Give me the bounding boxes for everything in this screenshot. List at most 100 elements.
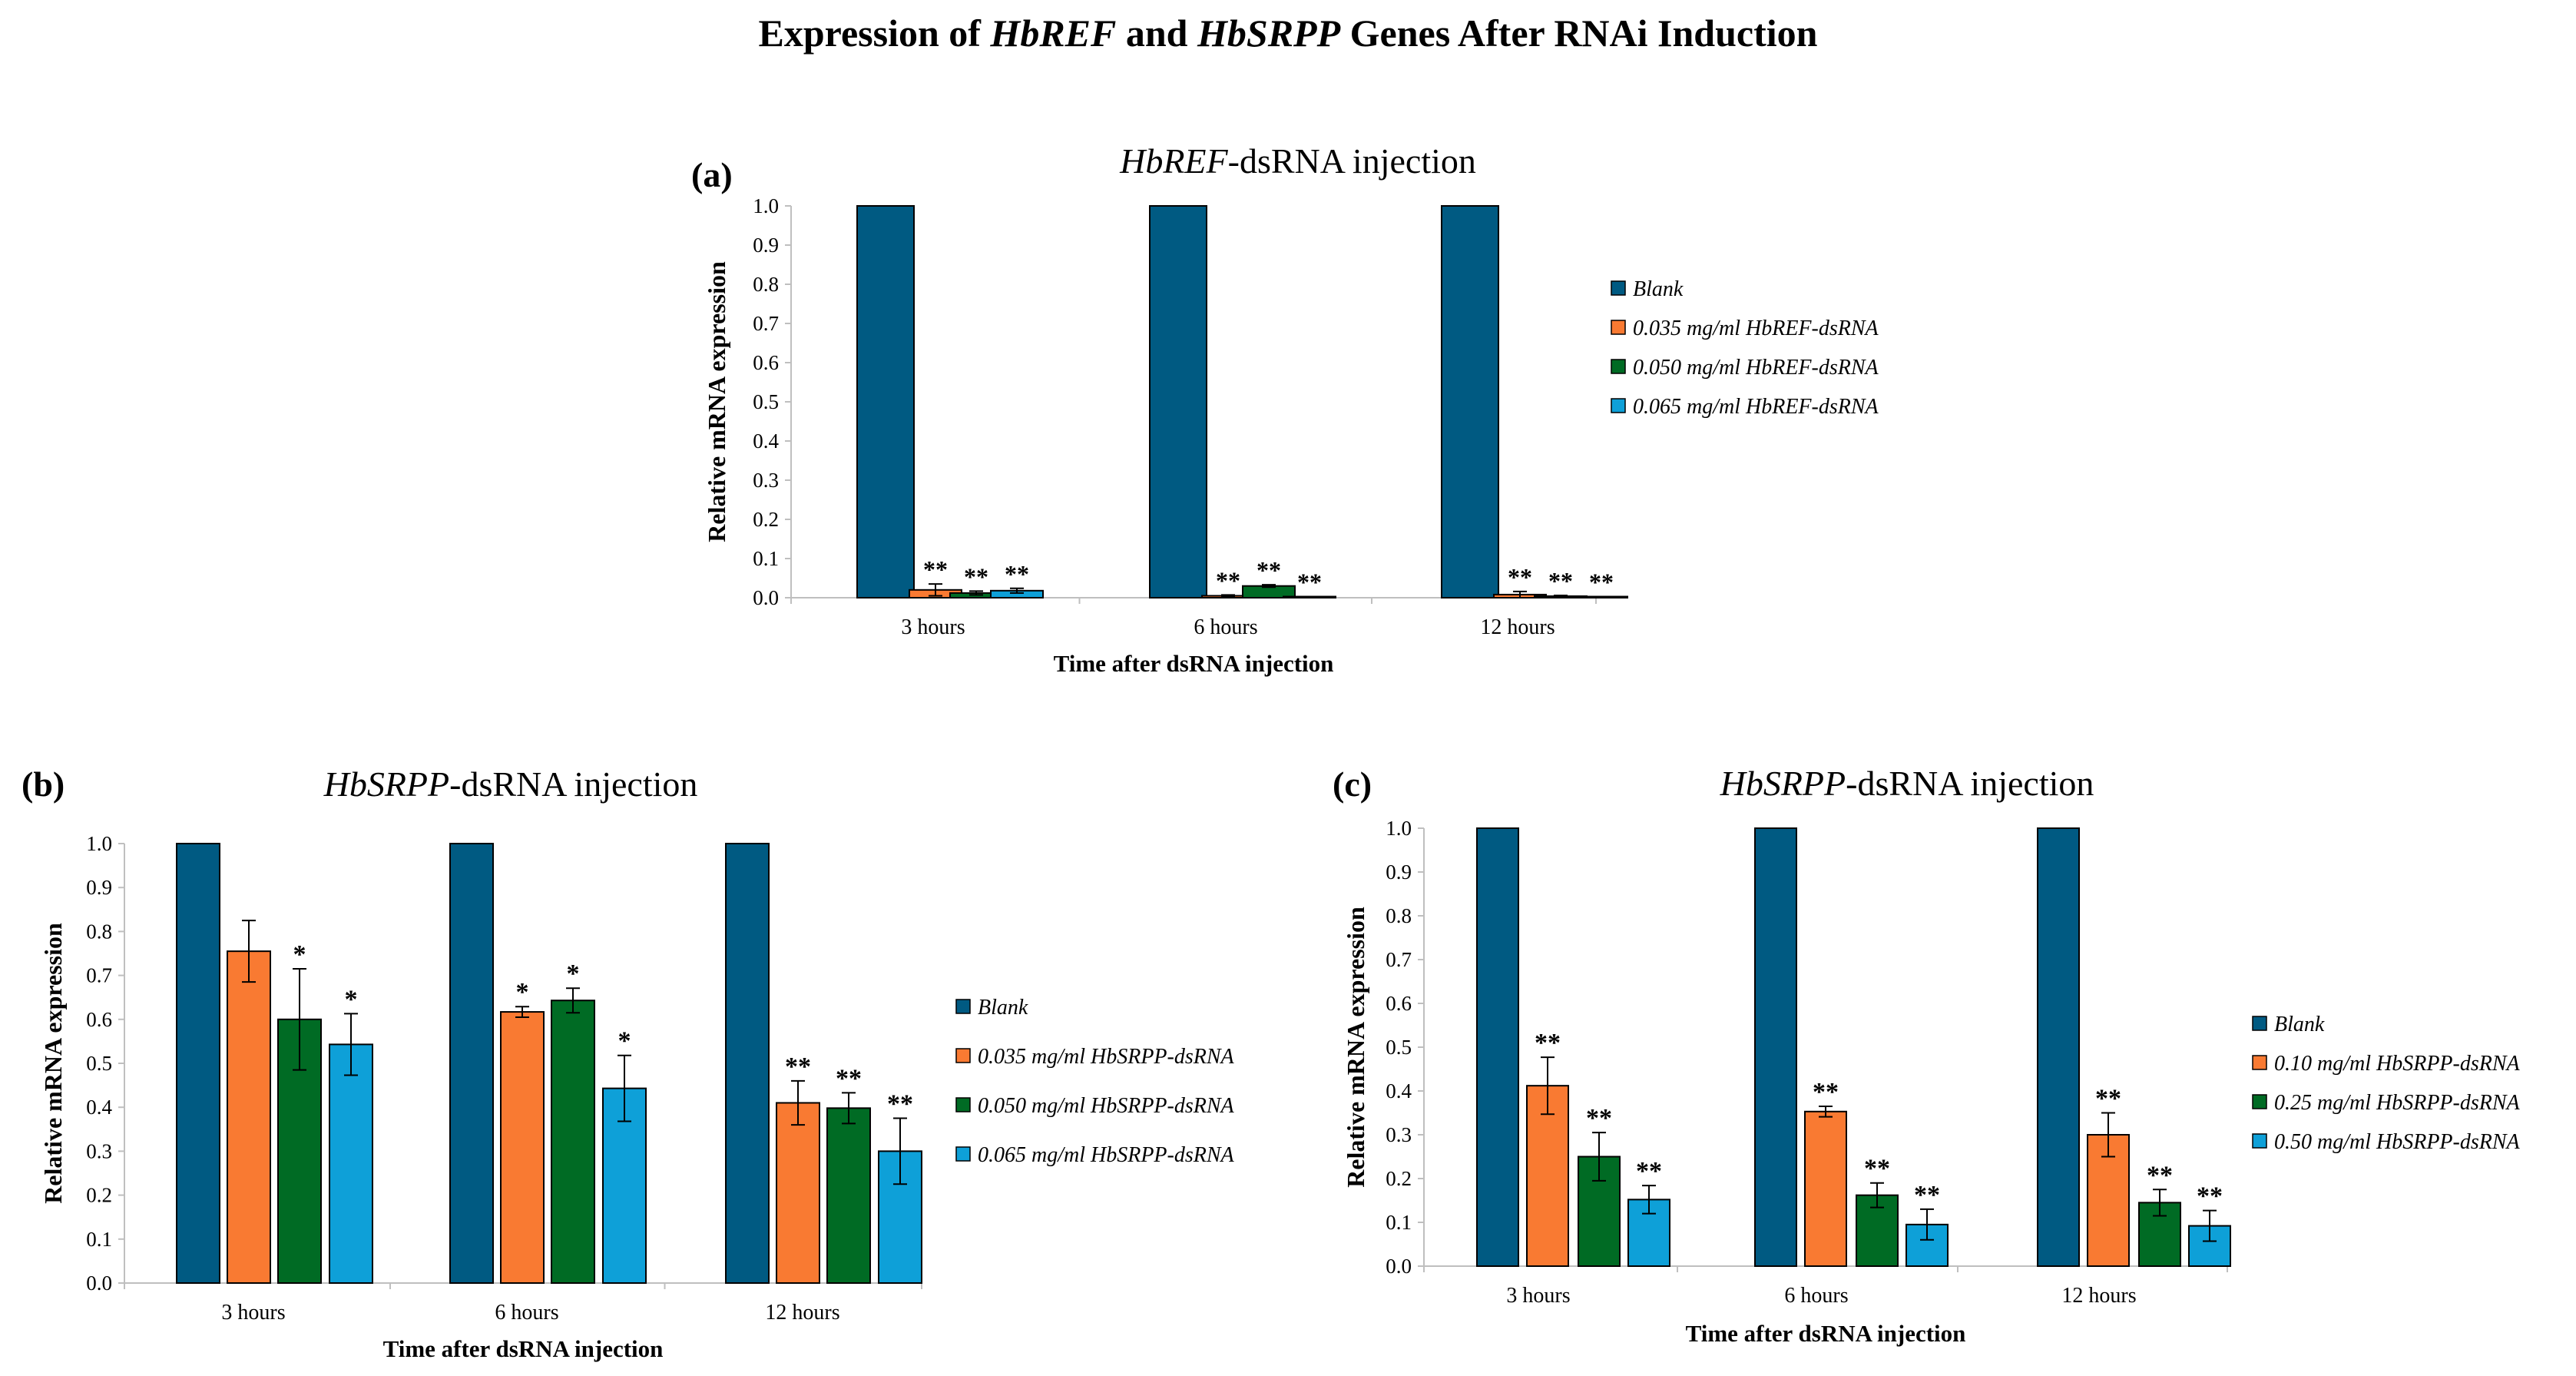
y-tick-label: 0.1 xyxy=(1386,1211,1412,1234)
y-axis-title: Relative mRNA expression xyxy=(39,923,67,1204)
x-axis-title: Time after dsRNA injection xyxy=(1054,650,1334,677)
significance-label: ** xyxy=(1257,556,1281,584)
x-category-label: 12 hours xyxy=(765,1301,839,1325)
significance-label: ** xyxy=(2197,1182,2223,1211)
x-category-label: 3 hours xyxy=(901,615,965,639)
significance-label: ** xyxy=(1636,1157,1662,1185)
bar-series-1-cat-2 xyxy=(776,1102,820,1284)
y-axis-title: Relative mRNA expression xyxy=(703,261,730,542)
chart-title: HbSRPP-dsRNA injection xyxy=(323,764,698,804)
legend-swatch xyxy=(955,1146,971,1162)
x-category-label: 6 hours xyxy=(1194,615,1257,639)
legend-label: 0.050 mg/ml HbSRPP-dsRNA xyxy=(978,1094,1235,1118)
chart-panel-b: (b) HbSRPP-dsRNA injection 0.0 0.1 0.2 0.3 0.4… xyxy=(22,764,1235,1362)
legend-label: 0.050 mg/ml HbREF-dsRNA xyxy=(1633,356,1879,380)
figure-title-part: Expression of xyxy=(758,12,991,55)
x-category-label: 12 hours xyxy=(1480,615,1555,639)
y-axis-title: Relative mRNA expression xyxy=(1342,907,1369,1188)
chart-title: HbSRPP-dsRNA injection xyxy=(1720,764,2094,803)
chart-title-gene: HbSRPP xyxy=(1720,764,1846,803)
legend-label: Blank xyxy=(978,996,1028,1020)
significance-label: ** xyxy=(1005,560,1029,588)
bar-series-0-cat-1 xyxy=(1754,827,1797,1267)
x-category-label: 6 hours xyxy=(495,1301,558,1325)
bar-series-0-cat-0 xyxy=(856,205,915,598)
y-tick-label: 0.4 xyxy=(86,1096,112,1119)
legend-swatch xyxy=(2252,1133,2267,1149)
bar-series-2-cat-1 xyxy=(551,1000,595,1284)
chart-title-rest: -dsRNA injection xyxy=(1228,141,1476,181)
significance-label: ** xyxy=(1216,566,1240,594)
significance-label: * xyxy=(516,978,529,1006)
significance-label: ** xyxy=(1813,1078,1839,1106)
y-tick-label: 0.8 xyxy=(86,920,112,943)
legend-label: 0.065 mg/ml HbSRPP-dsRNA xyxy=(978,1143,1235,1167)
x-category-label: 12 hours xyxy=(2061,1284,2136,1308)
significance-label: * xyxy=(293,940,306,969)
significance-label: ** xyxy=(785,1053,811,1081)
bar-series-0-cat-0 xyxy=(1476,827,1519,1267)
y-tick-label: 0.5 xyxy=(1386,1036,1412,1059)
y-tick-label: 0.4 xyxy=(1386,1079,1412,1102)
y-tick-label: 0.6 xyxy=(753,351,779,374)
y-tick-label: 0.9 xyxy=(753,234,779,257)
chart-title-rest: -dsRNA injection xyxy=(1846,764,2094,803)
legend-label: Blank xyxy=(1633,277,1684,301)
y-tick-label: 0.5 xyxy=(86,1052,112,1075)
y-tick-label: 0.3 xyxy=(86,1139,112,1162)
legend-swatch xyxy=(1611,320,1626,335)
y-tick-label: 0.2 xyxy=(753,508,779,531)
legend-swatch xyxy=(1611,398,1626,413)
chart-title: HbREF-dsRNA injection xyxy=(1119,141,1476,181)
figure-title: Expression of HbREF and HbSRPP Genes Aft… xyxy=(0,11,2576,55)
chart-title-rest: -dsRNA injection xyxy=(449,764,697,804)
y-tick-label: 0.0 xyxy=(1386,1255,1412,1278)
significance-label: ** xyxy=(1508,563,1532,591)
y-tick-label: 0.5 xyxy=(753,390,779,413)
legend-label: 0.035 mg/ml HbREF-dsRNA xyxy=(1633,317,1879,340)
chart-title-gene: HbSRPP xyxy=(323,764,450,804)
y-tick-label: 0.1 xyxy=(753,547,779,570)
figure-title-part: HbREF xyxy=(990,12,1117,55)
bar-series-3-cat-0 xyxy=(329,1043,373,1285)
y-tick-label: 0.3 xyxy=(753,469,779,492)
legend-swatch xyxy=(2252,1016,2267,1031)
chart-panel-c: (c) HbSRPP-dsRNA injection 0.0 0.1 0.2 0.3 0.4… xyxy=(1333,764,2521,1347)
x-category-label: 3 hours xyxy=(1506,1284,1570,1308)
y-tick-label: 0.6 xyxy=(1386,992,1412,1015)
y-tick-label: 0.2 xyxy=(1386,1167,1412,1190)
bar-series-1-cat-1 xyxy=(500,1011,545,1285)
y-tick-label: 0.0 xyxy=(86,1272,112,1295)
legend-label: 0.25 mg/ml HbSRPP-dsRNA xyxy=(2274,1091,2521,1115)
bar-series-0-cat-0 xyxy=(176,843,220,1284)
y-tick-label: 0.1 xyxy=(86,1228,112,1251)
significance-label: ** xyxy=(836,1064,862,1093)
legend-label: 0.50 mg/ml HbSRPP-dsRNA xyxy=(2274,1130,2521,1154)
significance-label: ** xyxy=(1586,1104,1612,1132)
significance-label: * xyxy=(345,985,358,1013)
y-tick-label: 0.7 xyxy=(753,312,779,335)
bar-series-0-cat-2 xyxy=(725,843,770,1284)
panel-label: (c) xyxy=(1333,764,1372,804)
bar-series-1-cat-1 xyxy=(1804,1110,1847,1268)
x-axis-title: Time after dsRNA injection xyxy=(1686,1320,1966,1347)
x-category-label: 3 hours xyxy=(221,1301,285,1325)
significance-label: ** xyxy=(964,562,988,590)
x-category-label: 6 hours xyxy=(1784,1284,1848,1308)
significance-label: ** xyxy=(1589,568,1614,595)
y-tick-label: 0.3 xyxy=(1386,1123,1412,1146)
legend-swatch xyxy=(955,999,971,1014)
chart-title-gene: HbREF xyxy=(1119,141,1228,181)
bar-series-0-cat-1 xyxy=(1149,205,1207,598)
legend-swatch xyxy=(1611,359,1626,374)
significance-label: * xyxy=(618,1027,631,1056)
significance-label: * xyxy=(567,960,580,988)
legend-swatch xyxy=(1611,280,1626,296)
legend-label: Blank xyxy=(2274,1013,2325,1036)
y-tick-label: 0.2 xyxy=(86,1184,112,1207)
panel-label: (b) xyxy=(22,764,65,804)
legend-label: 0.10 mg/ml HbSRPP-dsRNA xyxy=(2274,1052,2521,1076)
chart-panel-a: (a) HbREF-dsRNA injection 0.0 0.1 0.2 0.3 0.4 0… xyxy=(691,141,1879,677)
significance-label: ** xyxy=(2147,1161,2173,1189)
